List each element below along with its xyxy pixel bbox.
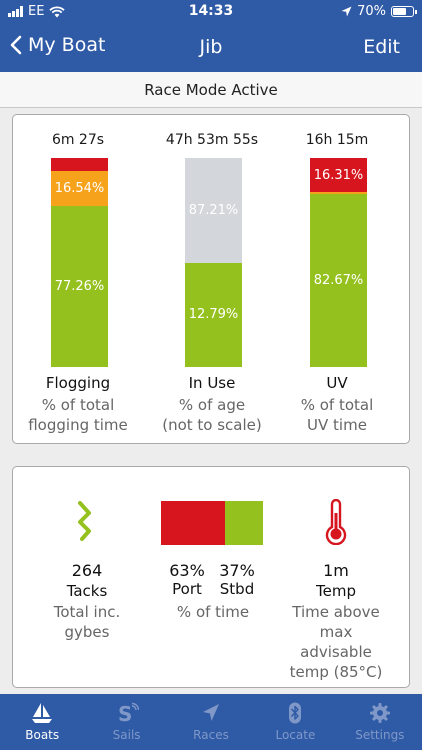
tacks-value: 264 — [71, 561, 103, 580]
tacks-label: Tacks — [66, 582, 108, 600]
sails-logo-icon: S — [118, 702, 139, 724]
wifi-icon — [49, 5, 66, 17]
tab-locate[interactable]: Locate — [253, 694, 337, 750]
zigzag-icon — [78, 501, 91, 541]
flogging-segment-1: 16.54% — [51, 170, 108, 206]
in-use-subtitle: % of age (not to scale) — [147, 395, 277, 435]
uv-segment-1 — [310, 192, 367, 195]
tab-settings[interactable]: Settings — [338, 694, 422, 750]
navigation-arrow-icon — [203, 704, 220, 721]
status-bar: EE 14:33 70% — [0, 0, 422, 24]
in-use-subtitle-line1: % of age — [178, 396, 246, 414]
stats-card: 264 Tacks Total inc. gybes 63% Port 37% … — [12, 466, 410, 688]
temp-desc-line2: max — [319, 623, 353, 641]
uv-subtitle: % of total UV time — [272, 395, 402, 435]
flogging-duration: 6m 27s — [51, 132, 105, 148]
temp-desc-line4: temp (85°C) — [289, 663, 383, 681]
nav-bar: My Boat Jib Edit — [0, 24, 422, 72]
uv-subtitle-line1: % of total — [300, 396, 374, 414]
temp-desc-line3: advisable — [300, 643, 372, 661]
flogging-subtitle: % of total flogging time — [13, 395, 143, 435]
flogging-segment-2: 77.26% — [51, 205, 108, 367]
in-use-duration: 47h 53m 55s — [165, 132, 259, 148]
uv-title: UV — [326, 374, 348, 392]
usage-card: 6m 27s 16.54% 77.26% Flogging % of total … — [12, 114, 410, 444]
back-label: My Boat — [28, 34, 106, 56]
tab-boats[interactable]: Boats — [0, 694, 84, 750]
uv-duration: 16h 15m — [305, 132, 369, 148]
uv-segment-2: 82.67% — [310, 194, 367, 367]
temp-value: 1m — [323, 561, 349, 580]
flogging-bar: 16.54% 77.26% — [51, 158, 108, 367]
battery-percent: 70% — [357, 4, 386, 19]
stbd-group: 37% Stbd — [215, 561, 259, 598]
flogging-subtitle-line2: flogging time — [28, 416, 128, 434]
svg-text:S: S — [118, 702, 132, 724]
clock: 14:33 — [188, 3, 234, 19]
tab-bar: Boats S Sails Races Locate — [0, 694, 422, 750]
battery-icon — [391, 6, 417, 17]
tab-locate-label: Locate — [275, 728, 316, 742]
location-arrow-icon — [341, 6, 352, 17]
stbd-segment — [225, 501, 263, 545]
gear-icon — [369, 703, 390, 723]
flogging-segment-0 — [51, 158, 108, 171]
in-use-segment-1: 12.79% — [185, 262, 242, 367]
in-use-subtitle-line2: (not to scale) — [162, 416, 262, 434]
stbd-value: 37% — [219, 561, 255, 580]
in-use-bar: 87.21% 12.79% — [185, 158, 242, 367]
tab-settings-label: Settings — [355, 728, 405, 742]
chevron-left-icon — [10, 35, 22, 55]
bluetooth-icon — [289, 702, 302, 724]
tab-sails-label: Sails — [112, 728, 141, 742]
temp-desc: Time above max advisable temp (85°C) — [275, 602, 397, 682]
uv-bar: 16.31% 82.67% — [310, 158, 367, 367]
port-label: Port — [172, 580, 202, 598]
carrier-label: EE — [28, 4, 45, 19]
uv-segment-0: 16.31% — [310, 158, 367, 193]
tab-races[interactable]: Races — [169, 694, 253, 750]
tab-sails[interactable]: S Sails — [84, 694, 168, 750]
port-segment — [161, 501, 226, 545]
tacks-desc-line2: gybes — [64, 623, 110, 641]
sailboat-icon — [32, 703, 53, 723]
port-stbd-bar — [161, 501, 263, 545]
in-use-segment-0: 87.21% — [185, 158, 242, 263]
port-group: 63% Port — [167, 561, 207, 598]
thermometer-icon — [325, 499, 347, 545]
port-value: 63% — [169, 561, 205, 580]
stbd-label: Stbd — [219, 580, 255, 598]
flogging-title: Flogging — [45, 374, 111, 392]
edit-button[interactable]: Edit — [363, 36, 400, 58]
tab-boats-label: Boats — [25, 728, 60, 742]
flogging-subtitle-line1: % of total — [41, 396, 115, 414]
back-button[interactable]: My Boat — [10, 34, 105, 56]
uv-subtitle-line2: UV time — [307, 416, 367, 434]
tacks-desc-line1: Total inc. — [53, 603, 121, 621]
race-mode-banner: Race Mode Active — [0, 72, 422, 108]
port-stbd-desc: % of time — [176, 603, 250, 621]
temp-desc-line1: Time above — [292, 603, 380, 621]
tacks-desc: Total inc. gybes — [17, 602, 157, 642]
tab-races-label: Races — [193, 728, 229, 742]
signal-icon — [8, 6, 23, 17]
in-use-title: In Use — [188, 374, 236, 392]
temp-label: Temp — [316, 582, 356, 600]
